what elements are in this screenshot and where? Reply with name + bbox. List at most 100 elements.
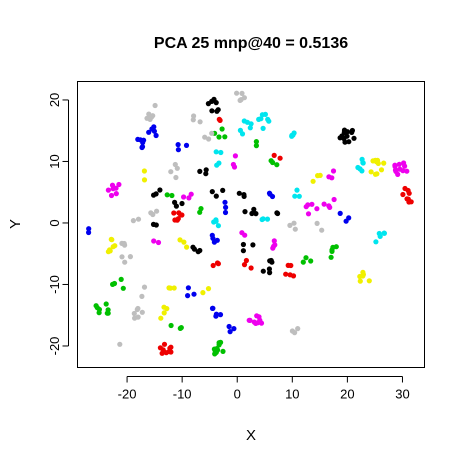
data-point [171,210,177,216]
data-point [240,248,246,254]
data-point [174,165,180,171]
data-point [250,242,256,248]
data-point [260,268,266,274]
data-point [191,113,197,119]
data-point [197,168,203,174]
data-point [296,193,302,199]
data-point [206,136,212,142]
data-point [396,161,402,167]
y-tick-label: -10 [47,275,62,294]
y-tick-label: -20 [47,337,62,356]
x-tick-label: 30 [395,387,409,402]
data-point [310,178,316,184]
data-point [289,328,295,334]
data-point [346,215,352,221]
data-point [103,301,109,307]
data-point [146,111,152,117]
data-point [213,100,219,106]
data-point [346,139,352,145]
data-point [169,192,175,199]
data-point [287,222,293,228]
data-point [157,187,163,193]
data-point [267,191,273,197]
data-point [216,116,222,122]
data-point [351,135,357,141]
data-point [111,280,118,287]
data-points [86,90,414,357]
data-point [135,216,142,222]
data-point [130,218,136,224]
data-point [190,244,196,250]
data-point [86,229,92,236]
data-point [366,278,372,284]
data-point [271,238,277,244]
data-point [139,144,146,150]
data-point [209,130,215,136]
data-point [216,340,222,346]
data-point [175,147,181,153]
data-point [134,306,140,313]
data-point [161,310,167,316]
data-point [404,168,410,174]
data-point [303,255,309,261]
data-point [337,210,343,216]
data-point [292,193,298,199]
data-point [246,317,252,323]
data-point [153,132,159,139]
data-point [117,341,123,347]
data-point [256,314,262,320]
data-point [285,262,291,268]
data-point [319,227,325,233]
y-axis: -20 -10 0 10 20 [47,93,69,356]
data-point [212,347,218,354]
data-point [230,161,236,168]
data-point [277,155,283,161]
data-point [220,348,226,354]
data-point [175,216,181,222]
data-point [381,160,387,166]
data-point [231,326,237,332]
data-point [218,149,224,156]
data-point [167,285,173,291]
data-point [171,285,177,291]
x-tick-label: 20 [340,387,354,402]
data-point [141,137,147,143]
data-point [405,187,411,194]
data-point [267,270,273,276]
data-point [150,113,156,119]
data-point [197,209,203,215]
data-point [291,220,297,226]
data-point [131,310,137,317]
data-point [139,293,145,299]
data-point [191,291,197,297]
data-point [203,167,209,173]
data-point [181,194,187,200]
data-point [303,204,309,210]
data-point [132,315,138,321]
data-point [119,240,125,246]
data-point [266,118,272,124]
data-point [247,125,253,131]
data-point [236,190,242,196]
chart-title: PCA 25 mnp@40 = 0.5136 [154,35,348,52]
data-point [234,90,240,96]
data-point [141,284,148,290]
data-point [209,189,215,195]
data-point [291,130,297,136]
data-point [152,102,158,109]
data-point [213,149,219,155]
x-tick-label: -10 [173,387,192,402]
data-point [359,156,365,162]
data-point [203,171,209,177]
data-point [205,101,211,107]
data-point [314,220,320,226]
data-point [360,273,366,279]
x-axis: -20 -10 0 10 20 30 [118,376,410,402]
data-point [328,254,334,260]
data-point [177,325,183,331]
data-point [86,226,92,232]
data-point [166,348,172,355]
data-point [327,204,333,210]
data-point [141,168,147,174]
data-point [113,191,119,197]
